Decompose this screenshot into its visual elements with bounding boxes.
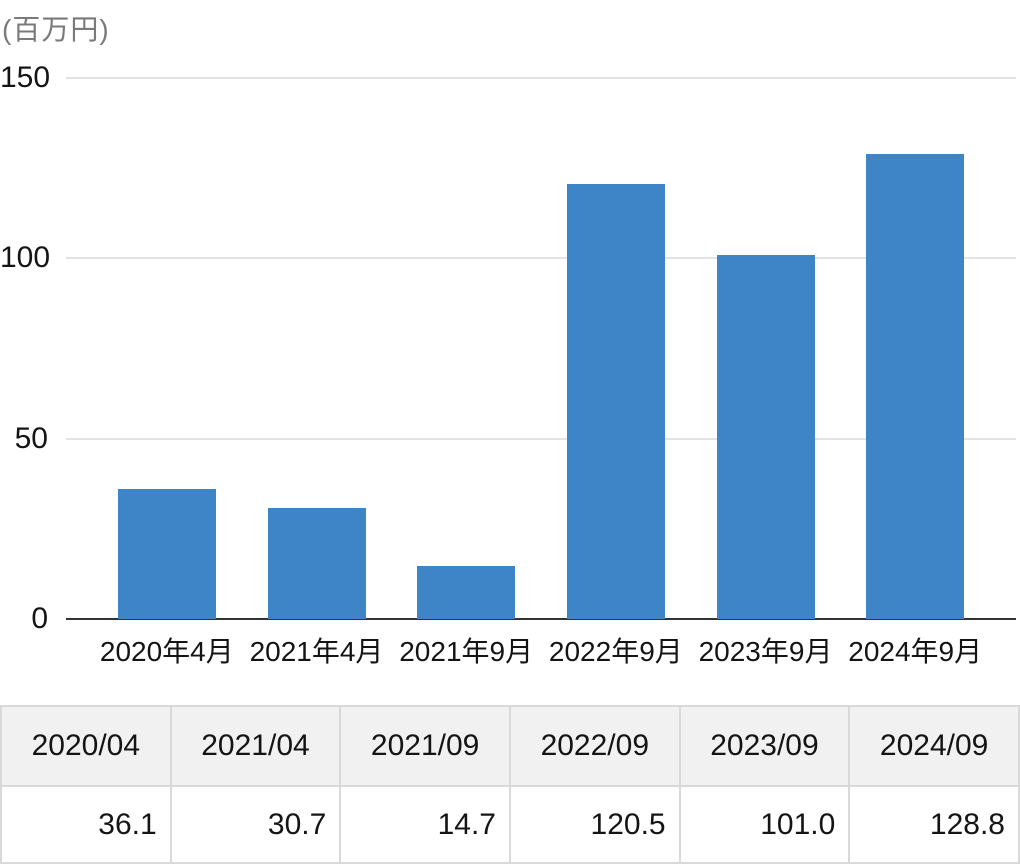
x-axis-label-2021-04: 2021年4月 [249,636,384,667]
bar-slot [691,78,841,619]
bar-2021-04 [267,508,366,619]
table-header-cell-2020-04: 2020/04 [0,705,172,787]
y-tick-label-150: 150 [0,61,51,94]
y-axis-unit-label: (百万円) [2,14,110,45]
bar-chart: (百万円) 150 100 50 0 2020年4月 2021年4月 2021年… [0,14,1016,670]
bar-slot [840,78,990,619]
bar-slot [391,78,541,619]
table-value-cell-2023-09: 101.0 [678,785,851,864]
table-value-cell-2021-04: 30.7 [169,785,342,864]
bars-container [66,78,1016,619]
x-axis-label-2020-04: 2020年4月 [99,636,234,667]
table-header-cell-2021-09: 2021/09 [339,705,511,787]
gridline-50 [66,438,1016,440]
y-tick-label-0: 0 [31,602,48,635]
table-value-cell-2020-04: 36.1 [0,785,172,864]
table-value-row: 36.1 30.7 14.7 120.5 101.0 128.8 [0,785,1020,864]
gridline-150 [66,77,1016,79]
x-axis-baseline [66,618,1016,620]
gridline-100 [66,257,1016,259]
table-header-cell-2022-09: 2022/09 [508,705,681,787]
y-tick-label-100: 100 [0,241,51,274]
x-axis-label-2021-09: 2021年9月 [399,636,534,667]
table-header-cell-2021-04: 2021/04 [169,705,342,787]
table-header-cell-2024-09: 2024/09 [848,705,1020,787]
y-tick-label-50: 50 [14,422,48,455]
table-header-cell-2023-09: 2023/09 [678,705,851,787]
x-axis: 2020年4月 2021年4月 2021年9月 2022年9月 2023年9月 … [66,630,1016,670]
x-axis-label-2023-09: 2023年9月 [698,636,833,667]
x-axis-label-2022-09: 2022年9月 [548,636,683,667]
table-header-row: 2020/04 2021/04 2021/09 2022/09 2023/09 … [0,705,1020,787]
bar-slot [92,78,242,619]
table-value-cell-2024-09: 128.8 [848,785,1020,864]
bar-2023-09 [716,254,815,619]
table-value-cell-2021-09: 14.7 [339,785,511,864]
bar-2022-09 [566,184,665,619]
plot-area [66,77,1016,620]
data-table: 2020/04 2021/04 2021/09 2022/09 2023/09 … [0,705,1020,864]
bar-slot [541,78,691,619]
bar-2024-09 [866,154,965,619]
x-axis-label-2024-09: 2024年9月 [848,636,983,667]
bar-2020-04 [117,488,216,619]
table-value-cell-2022-09: 120.5 [508,785,681,864]
bar-slot [242,78,392,619]
bar-2021-09 [417,565,516,619]
